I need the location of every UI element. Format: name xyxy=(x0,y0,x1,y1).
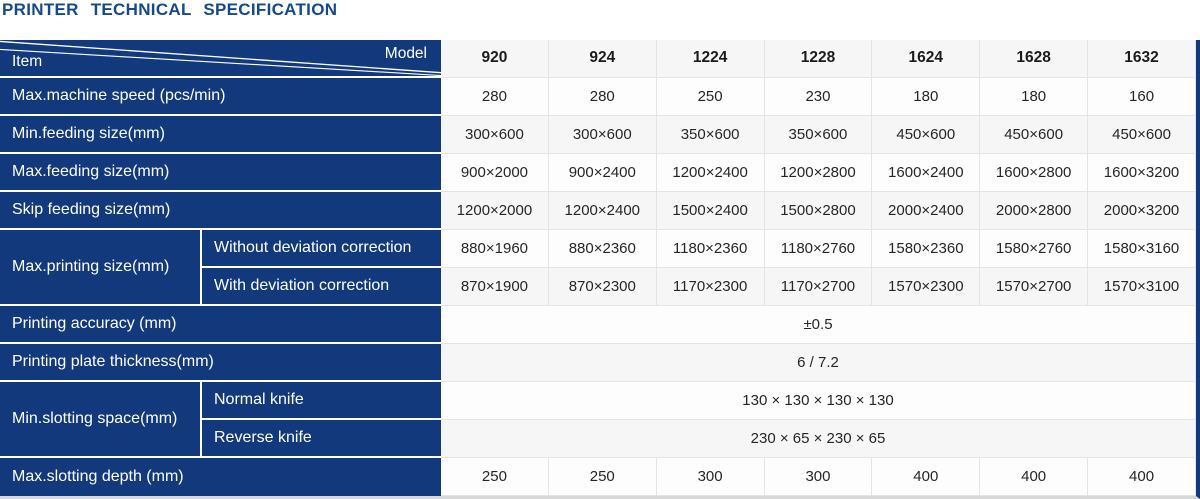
spec-value: 350×600 xyxy=(764,115,873,154)
spec-value: 1580×2360 xyxy=(872,229,981,268)
row-skip-feeding-size: Skip feeding size(mm) 1200×2000 1200×240… xyxy=(0,191,1196,230)
spec-value: 450×600 xyxy=(980,115,1089,154)
spec-value: 400 xyxy=(980,457,1089,496)
spec-value: 1500×2800 xyxy=(764,191,873,230)
row-label: Min.feeding size(mm) xyxy=(0,115,441,154)
spec-value: 880×1960 xyxy=(441,229,549,268)
row-max-slotting-depth: Max.slotting depth (mm) 250 250 300 300 … xyxy=(0,457,1196,496)
spec-value: 180 xyxy=(980,77,1089,116)
model-column-header: 1228 xyxy=(764,39,873,78)
row-printing-plate-thickness: Printing plate thickness(mm) 6 / 7.2 xyxy=(0,343,1196,382)
spec-value-span: 230 × 65 × 230 × 65 xyxy=(441,419,1196,458)
spec-value: 1200×2400 xyxy=(656,153,765,192)
spec-value: 300×600 xyxy=(548,115,657,154)
row-group-label: Max.printing size(mm) xyxy=(0,229,200,306)
model-column-header: 1624 xyxy=(872,39,981,78)
spec-value: 230 xyxy=(764,77,873,116)
row-max-printing-size-without: Max.printing size(mm) Without deviation … xyxy=(0,229,1196,306)
model-column-header: 1632 xyxy=(1088,39,1196,78)
corner-item-label: Item xyxy=(12,52,43,70)
spec-value: 1570×2700 xyxy=(980,267,1089,306)
spec-value: 880×2360 xyxy=(548,229,657,268)
header-row: Model Item 920 924 1224 1228 1624 1628 1… xyxy=(0,39,1196,78)
spec-value: 160 xyxy=(1088,77,1196,116)
row-sub-label: With deviation correction xyxy=(200,267,441,306)
spec-value: 450×600 xyxy=(872,115,981,154)
spec-value: 1600×2400 xyxy=(872,153,981,192)
spec-value: 300×600 xyxy=(441,115,549,154)
spec-value: 1170×2300 xyxy=(656,267,765,306)
spec-value: 300 xyxy=(656,457,765,496)
spec-value: 400 xyxy=(1088,457,1196,496)
row-sub-label: Reverse knife xyxy=(200,419,441,458)
spec-value: 1570×2300 xyxy=(872,267,981,306)
spec-value: 1580×2760 xyxy=(980,229,1089,268)
spec-value: 1200×2000 xyxy=(441,191,549,230)
spec-value: 280 xyxy=(441,77,549,116)
spec-value: 1600×2800 xyxy=(980,153,1089,192)
spec-value: 900×2400 xyxy=(548,153,657,192)
spec-value: 1200×2800 xyxy=(764,153,873,192)
spec-value: 180 xyxy=(872,77,981,116)
spec-value-span: 130 × 130 × 130 × 130 xyxy=(441,381,1196,420)
spec-value: 400 xyxy=(872,457,981,496)
spec-value: 450×600 xyxy=(1088,115,1196,154)
row-min-slotting-space-reverse: Reverse knife 230 × 65 × 230 × 65 xyxy=(0,419,1196,458)
page-title: PRINTER TECHNICAL SPECIFICATION xyxy=(2,0,338,19)
diagonal-divider xyxy=(0,40,441,76)
model-column-header: 1224 xyxy=(656,39,765,78)
spec-value: 300 xyxy=(764,457,873,496)
row-label: Max.slotting depth (mm) xyxy=(0,457,441,496)
spec-value: 1580×3160 xyxy=(1088,229,1196,268)
row-sub-label: Normal knife xyxy=(200,381,441,420)
spec-value: 1170×2700 xyxy=(764,267,873,306)
spec-table-wrapper: Model Item 920 924 1224 1228 1624 1628 1… xyxy=(0,39,1200,499)
row-label: Max.machine speed (pcs/min) xyxy=(0,77,441,116)
spec-value: 1500×2400 xyxy=(656,191,765,230)
spec-value: 280 xyxy=(548,77,657,116)
row-label: Max.feeding size(mm) xyxy=(0,153,441,192)
spec-value: 870×1900 xyxy=(441,267,549,306)
row-printing-accuracy: Printing accuracy (mm) ±0.5 xyxy=(0,305,1196,344)
spec-value: 250 xyxy=(656,77,765,116)
model-column-header: 920 xyxy=(441,39,549,78)
corner-model-label: Model xyxy=(384,44,427,62)
row-group-label: Min.slotting space(mm) xyxy=(0,381,200,458)
row-sub-label: Without deviation correction xyxy=(200,229,441,268)
spec-table: Model Item 920 924 1224 1228 1624 1628 1… xyxy=(0,39,1196,496)
spec-value: 250 xyxy=(441,457,549,496)
spec-value: 250 xyxy=(548,457,657,496)
row-max-printing-size-with: With deviation correction 870×1900 870×2… xyxy=(0,267,1196,306)
row-label: Skip feeding size(mm) xyxy=(0,191,441,230)
corner-cell: Model Item xyxy=(0,39,441,78)
row-label: Printing plate thickness(mm) xyxy=(0,343,441,382)
row-max-machine-speed: Max.machine speed (pcs/min) 280 280 250 … xyxy=(0,77,1196,116)
spec-value: 1570×3100 xyxy=(1088,267,1196,306)
row-min-feeding-size: Min.feeding size(mm) 300×600 300×600 350… xyxy=(0,115,1196,154)
spec-value: 2000×2400 xyxy=(872,191,981,230)
spec-value: 1600×3200 xyxy=(1088,153,1196,192)
spec-value: 1180×2760 xyxy=(764,229,873,268)
spec-value: 2000×2800 xyxy=(980,191,1089,230)
row-label: Printing accuracy (mm) xyxy=(0,305,441,344)
spec-value: 1200×2400 xyxy=(548,191,657,230)
spec-value: 900×2000 xyxy=(441,153,549,192)
spec-value: 1180×2360 xyxy=(656,229,765,268)
model-column-header: 1628 xyxy=(980,39,1089,78)
row-max-feeding-size: Max.feeding size(mm) 900×2000 900×2400 1… xyxy=(0,153,1196,192)
spec-value: 870×2300 xyxy=(548,267,657,306)
spec-value: 2000×3200 xyxy=(1088,191,1196,230)
spec-value-span: ±0.5 xyxy=(441,305,1196,344)
row-min-slotting-space-normal: Min.slotting space(mm) Normal knife 130 … xyxy=(0,381,1196,458)
model-column-header: 924 xyxy=(548,39,657,78)
spec-value: 350×600 xyxy=(656,115,765,154)
spec-value-span: 6 / 7.2 xyxy=(441,343,1196,382)
